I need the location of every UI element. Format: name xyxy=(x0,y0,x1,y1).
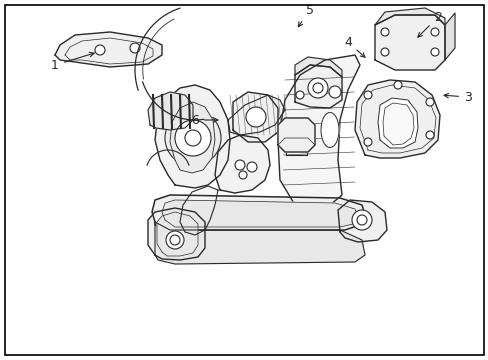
Circle shape xyxy=(235,160,244,170)
Circle shape xyxy=(170,235,180,245)
Text: 1: 1 xyxy=(51,52,94,72)
Text: 6: 6 xyxy=(191,113,218,126)
Polygon shape xyxy=(152,195,364,230)
Polygon shape xyxy=(377,98,417,148)
Circle shape xyxy=(430,28,438,36)
Polygon shape xyxy=(155,222,364,264)
Polygon shape xyxy=(232,92,278,142)
Circle shape xyxy=(175,120,210,156)
Polygon shape xyxy=(148,208,204,260)
Circle shape xyxy=(307,78,327,98)
Text: 2: 2 xyxy=(417,10,441,37)
Circle shape xyxy=(239,171,246,179)
Polygon shape xyxy=(148,92,193,130)
Polygon shape xyxy=(278,118,314,152)
Circle shape xyxy=(164,110,221,166)
Circle shape xyxy=(393,81,401,89)
Circle shape xyxy=(95,45,105,55)
Text: 4: 4 xyxy=(344,36,364,57)
Polygon shape xyxy=(382,103,413,145)
Circle shape xyxy=(245,107,265,127)
Circle shape xyxy=(425,98,433,106)
Polygon shape xyxy=(294,65,341,108)
Polygon shape xyxy=(374,15,444,70)
Polygon shape xyxy=(444,13,454,60)
Polygon shape xyxy=(354,80,439,158)
Circle shape xyxy=(184,130,201,146)
Circle shape xyxy=(356,215,366,225)
Circle shape xyxy=(165,231,183,249)
Circle shape xyxy=(246,162,257,172)
Polygon shape xyxy=(227,95,285,135)
Polygon shape xyxy=(155,85,229,188)
Text: 3: 3 xyxy=(443,90,471,104)
Circle shape xyxy=(380,28,388,36)
Circle shape xyxy=(425,131,433,139)
Text: 5: 5 xyxy=(298,4,313,27)
Polygon shape xyxy=(278,55,359,208)
Circle shape xyxy=(312,83,323,93)
Circle shape xyxy=(363,138,371,146)
Circle shape xyxy=(351,210,371,230)
Polygon shape xyxy=(180,186,218,235)
Polygon shape xyxy=(157,212,198,256)
Circle shape xyxy=(295,91,304,99)
Circle shape xyxy=(363,91,371,99)
Circle shape xyxy=(130,43,140,53)
Circle shape xyxy=(328,86,340,98)
Circle shape xyxy=(430,48,438,56)
Polygon shape xyxy=(55,32,162,67)
Polygon shape xyxy=(294,57,341,77)
Polygon shape xyxy=(337,200,386,242)
Polygon shape xyxy=(215,135,269,193)
Polygon shape xyxy=(374,8,444,25)
Polygon shape xyxy=(162,200,357,227)
Ellipse shape xyxy=(320,112,338,148)
Polygon shape xyxy=(170,102,215,173)
Circle shape xyxy=(380,48,388,56)
